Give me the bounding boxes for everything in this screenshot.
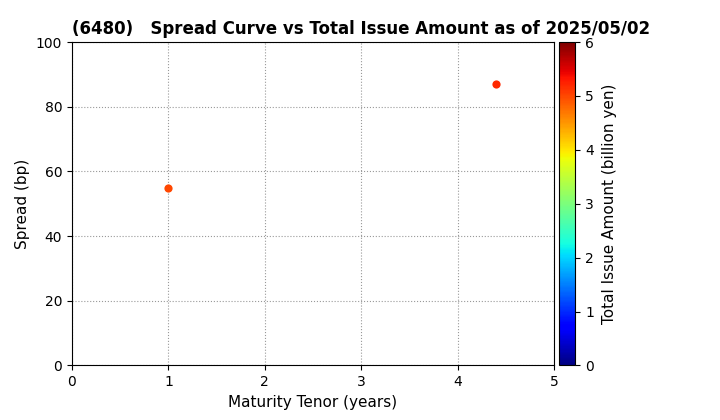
Point: [490, 81, 502, 87]
Y-axis label: Total Issue Amount (billion yen): Total Issue Amount (billion yen): [603, 84, 617, 324]
Text: (6480)   Spread Curve vs Total Issue Amount as of 2025/05/02: (6480) Spread Curve vs Total Issue Amoun…: [72, 20, 650, 38]
X-axis label: Maturity Tenor (years): Maturity Tenor (years): [228, 395, 397, 409]
Point: [163, 184, 174, 191]
Y-axis label: Spread (bp): Spread (bp): [15, 159, 30, 249]
